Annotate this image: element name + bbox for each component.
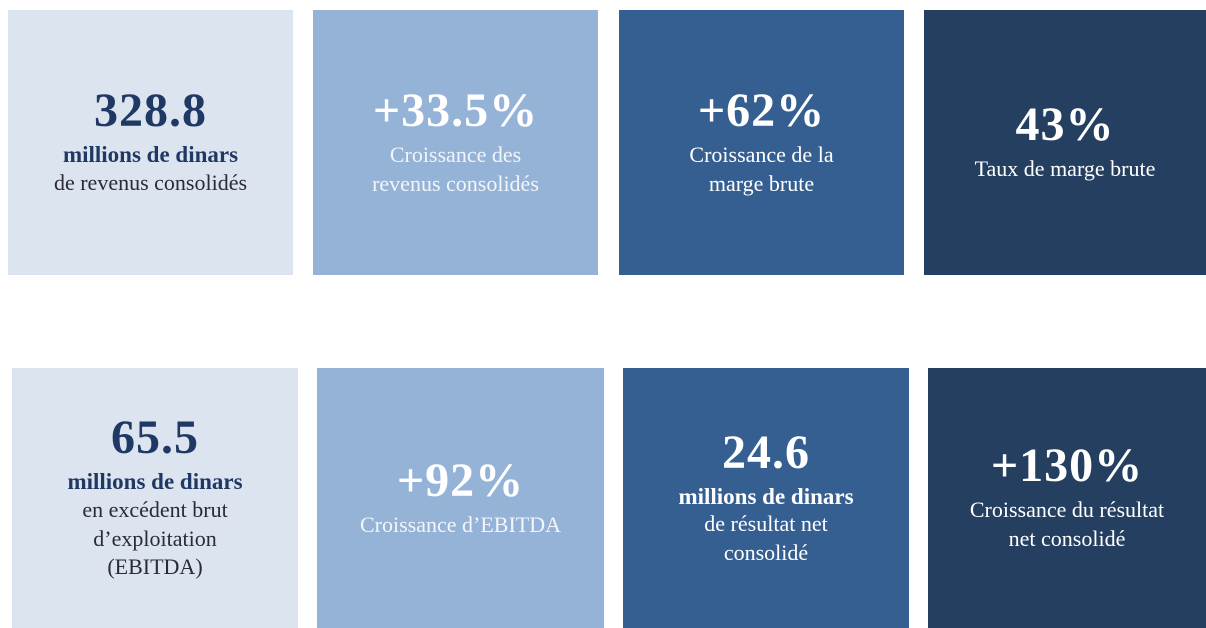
- kpi-value: 328.8: [94, 84, 207, 138]
- kpi-card: 43% Taux de marge brute: [924, 10, 1206, 275]
- kpi-unit: millions de dinars: [678, 483, 854, 509]
- kpi-value: 43%: [1015, 98, 1115, 152]
- kpi-value: +33.5%: [372, 83, 539, 137]
- kpi-description: d’exploitation: [93, 525, 217, 551]
- kpi-value: +92%: [396, 453, 525, 507]
- kpi-description: de résultat net: [704, 511, 828, 537]
- kpi-value: +62%: [697, 83, 826, 137]
- kpi-card: +92% Croissance d’EBITDA: [317, 368, 604, 628]
- kpi-description: de revenus consolidés: [53, 170, 248, 195]
- kpi-card: 24.6 millions de dinars de résultat net con…: [623, 368, 909, 628]
- kpi-description: net consolidé: [1008, 526, 1126, 551]
- kpi-description: consolidé: [723, 539, 809, 565]
- kpi-description: revenus consolidés: [372, 170, 539, 196]
- kpi-card: +62% Croissance de la marge brute: [619, 10, 904, 275]
- kpi-value: 24.6: [722, 425, 810, 479]
- kpi-description: Croissance de la: [689, 141, 834, 167]
- kpi-value: 65.5: [111, 411, 199, 465]
- kpi-description: en excédent brut: [82, 496, 228, 522]
- kpi-description: Taux de marge brute: [974, 156, 1156, 182]
- kpi-card: +130% Croissance du résultat net consolidé: [928, 368, 1206, 628]
- kpi-card: 328.8 millions de dinars de revenus consol…: [8, 10, 293, 275]
- kpi-value: +130%: [990, 439, 1144, 493]
- kpi-unit: millions de dinars: [67, 469, 243, 495]
- kpi-description: (EBITDA): [107, 554, 203, 580]
- kpi-card: 65.5 millions de dinars en excédent brut d’…: [12, 368, 298, 628]
- kpi-description: Croissance du résultat: [969, 497, 1165, 523]
- kpi-unit: millions de dinars: [62, 142, 239, 168]
- kpi-description: Croissance des: [389, 141, 522, 167]
- kpi-card: +33.5% Croissance des revenus consolidés: [313, 10, 598, 275]
- kpi-description: Croissance d’EBITDA: [359, 511, 561, 537]
- kpi-description: marge brute: [708, 170, 815, 196]
